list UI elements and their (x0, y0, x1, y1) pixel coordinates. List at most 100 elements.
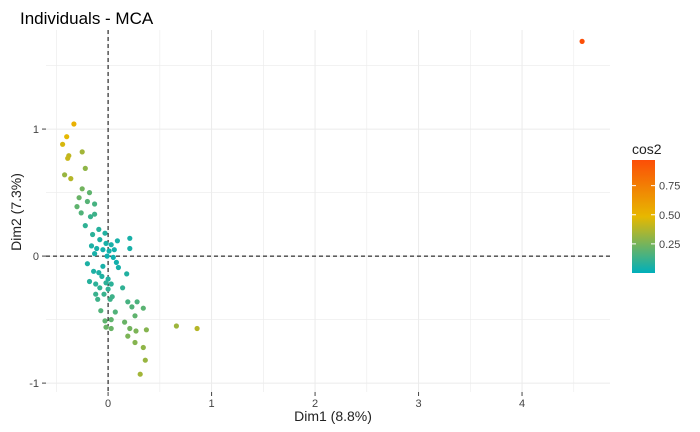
data-point (104, 253, 110, 259)
data-point (82, 165, 88, 171)
data-point (98, 308, 104, 314)
data-point (97, 285, 103, 291)
data-point (107, 296, 113, 302)
data-point (100, 247, 106, 253)
data-point (92, 251, 98, 257)
data-point (127, 235, 133, 241)
data-point (82, 223, 88, 229)
data-point (86, 190, 93, 196)
legend-tick-label: 0.75 (659, 181, 680, 193)
y-tick-label: 1 (33, 124, 39, 136)
reference-lines (46, 30, 610, 392)
data-point (88, 243, 95, 249)
data-point (122, 319, 128, 325)
x-tick-label: 4 (519, 398, 525, 410)
data-point (97, 237, 103, 243)
data-point (112, 309, 118, 315)
data-point (108, 325, 114, 332)
data-point (108, 317, 114, 323)
data-point (127, 325, 133, 332)
data-point (143, 327, 149, 333)
data-point (120, 285, 126, 291)
data-point (92, 211, 98, 217)
data-point (102, 230, 108, 236)
data-point (71, 121, 77, 127)
data-point (125, 299, 131, 305)
data-point (96, 226, 102, 232)
x-tick-label: 0 (105, 398, 111, 410)
data-point (100, 263, 106, 269)
data-point (132, 339, 138, 346)
data-point (103, 240, 109, 246)
legend-title: cos2 (632, 141, 662, 157)
data-point (90, 231, 96, 238)
data-point (125, 333, 131, 339)
data-point (84, 198, 90, 205)
data-point (103, 324, 109, 330)
data-point (105, 286, 111, 292)
data-point (79, 186, 85, 192)
data-point (93, 291, 99, 297)
data-point (103, 280, 109, 286)
data-point (105, 276, 111, 282)
data-points (60, 38, 585, 377)
data-point (127, 245, 133, 252)
chart-title: Individuals - MCA (20, 9, 154, 28)
x-axis-ticks: 0 1 2 3 4 (105, 392, 525, 410)
data-point (84, 261, 90, 267)
y-tick-label: 0 (33, 251, 39, 263)
data-point (65, 155, 71, 161)
data-point (91, 268, 97, 274)
data-point (132, 313, 138, 319)
data-point (60, 141, 66, 147)
legend-tick-label: 0.25 (659, 239, 680, 251)
data-point (62, 172, 68, 178)
data-point (93, 281, 99, 287)
data-point (76, 195, 82, 201)
data-point (140, 344, 146, 351)
y-tick-label: -1 (29, 378, 39, 390)
data-point (129, 304, 135, 310)
data-point (74, 204, 80, 210)
color-legend: cos2 0.25 0.50 0.75 (632, 141, 680, 273)
data-point (68, 176, 74, 182)
data-point (140, 305, 146, 311)
x-tick-label: 2 (312, 398, 318, 410)
data-point (87, 214, 94, 220)
data-point (111, 247, 117, 253)
data-point (115, 264, 121, 271)
data-point (102, 318, 108, 324)
y-axis-title: Dim2 (7.3%) (8, 173, 24, 251)
x-tick-label: 1 (209, 398, 215, 410)
data-point (108, 281, 114, 287)
data-point (137, 371, 143, 377)
data-point (79, 149, 85, 155)
data-point (194, 325, 200, 332)
data-point (95, 296, 101, 302)
data-point (99, 273, 105, 279)
legend-colorbar (632, 160, 655, 273)
data-point (94, 245, 100, 252)
data-point (101, 291, 107, 297)
x-tick-label: 3 (415, 398, 421, 410)
data-point (142, 357, 148, 363)
data-point (124, 271, 130, 277)
y-axis-ticks: -1 0 1 (29, 124, 46, 390)
data-point (108, 242, 114, 248)
x-axis-title: Dim1 (8.8%) (294, 408, 372, 424)
data-point (78, 210, 84, 216)
legend-tick-label: 0.50 (659, 210, 680, 222)
legend-ticks: 0.25 0.50 0.75 (632, 181, 680, 251)
data-point (173, 323, 179, 329)
data-point (86, 278, 93, 285)
data-point (64, 134, 70, 140)
data-point (113, 259, 119, 265)
data-point (106, 248, 112, 254)
grid-major-lines (46, 30, 610, 392)
data-point (133, 328, 139, 334)
data-point (92, 201, 98, 207)
data-point (96, 270, 102, 276)
data-point (579, 38, 585, 45)
data-point (134, 299, 140, 305)
